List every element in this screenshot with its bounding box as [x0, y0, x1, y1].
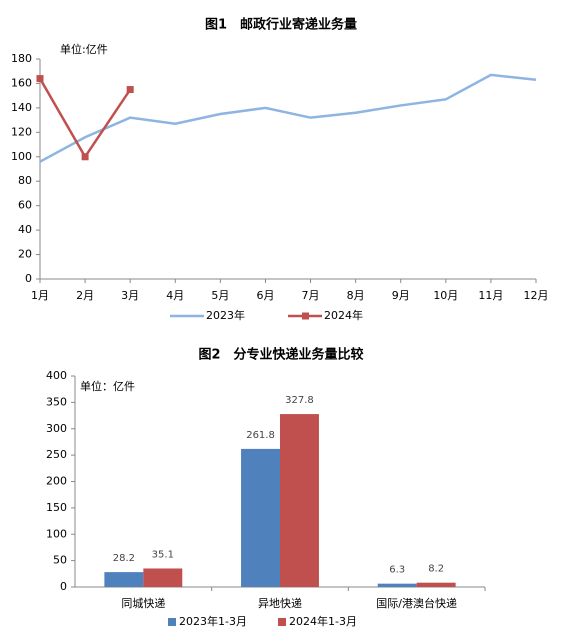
value-label: 261.8: [246, 430, 275, 441]
legend-label: 2024年1-3月: [289, 614, 357, 628]
y-tick-label: 60: [18, 199, 32, 212]
unit-label: 单位：亿件: [80, 379, 135, 393]
y-tick-label: 0: [25, 272, 32, 285]
bar: [241, 448, 280, 587]
line-series: [39, 73, 537, 163]
x-tick-label: 12月: [524, 289, 549, 302]
y-tick-label: 20: [18, 248, 32, 261]
line-series: [38, 77, 132, 160]
bar: [280, 414, 319, 587]
y-tick-label: 140: [11, 101, 32, 114]
y-tick-label: 100: [11, 150, 32, 163]
value-label: 327.8: [285, 395, 314, 406]
x-tick-label: 4月: [166, 289, 184, 302]
unit-label: 单位:亿件: [60, 42, 108, 56]
legend-marker: [302, 312, 309, 320]
x-tick-label: 5月: [211, 289, 229, 302]
y-tick-label: 100: [46, 527, 67, 540]
y-tick-label: 80: [18, 174, 32, 187]
y-tick-label: 40: [18, 223, 32, 236]
value-label: 6.3: [389, 565, 405, 576]
x-tick-label: 同城快递: [121, 596, 165, 610]
y-tick-label: 150: [46, 501, 67, 514]
marker: [126, 86, 134, 94]
value-label: 28.2: [113, 553, 135, 564]
x-tick-label: 7月: [302, 289, 320, 302]
legend-label: 2023年1-3月: [179, 614, 247, 628]
legend-label: 2024年: [324, 308, 363, 322]
x-tick-label: 1月: [31, 289, 49, 302]
value-label: 35.1: [152, 549, 174, 560]
y-tick-label: 0: [60, 580, 67, 593]
bar: [143, 568, 183, 587]
marker: [81, 153, 89, 161]
bar: [104, 572, 144, 587]
x-tick-label: 11月: [478, 289, 503, 302]
x-tick-label: 3月: [121, 289, 139, 302]
x-tick-label: 8月: [347, 289, 365, 302]
legend-swatch: [168, 618, 176, 626]
y-tick-label: 180: [11, 52, 32, 65]
x-tick-label: 国际/港澳台快递: [376, 596, 457, 610]
chart-title: 图2 分专业快递业务量比较: [198, 347, 363, 363]
y-tick-label: 160: [11, 76, 32, 89]
y-tick-label: 300: [46, 422, 67, 435]
y-tick-label: 50: [53, 554, 67, 567]
x-tick-label: 2月: [76, 289, 94, 302]
bar: [377, 583, 417, 587]
value-label: 8.2: [428, 564, 444, 575]
y-tick-label: 200: [46, 475, 67, 488]
x-tick-label: 10月: [433, 289, 458, 302]
legend-swatch: [278, 618, 286, 626]
y-tick-label: 400: [46, 369, 67, 382]
y-tick-label: 250: [46, 448, 67, 461]
x-tick-label: 6月: [256, 289, 274, 302]
x-tick-label: 异地快递: [258, 596, 302, 610]
y-tick-label: 120: [11, 125, 32, 138]
bar: [416, 582, 456, 587]
legend-label: 2023年: [206, 308, 245, 322]
y-tick-label: 350: [46, 395, 67, 408]
marker: [36, 75, 44, 83]
x-tick-label: 9月: [392, 289, 410, 302]
chart-title: 图1 邮政行业寄递业务量: [205, 17, 357, 33]
